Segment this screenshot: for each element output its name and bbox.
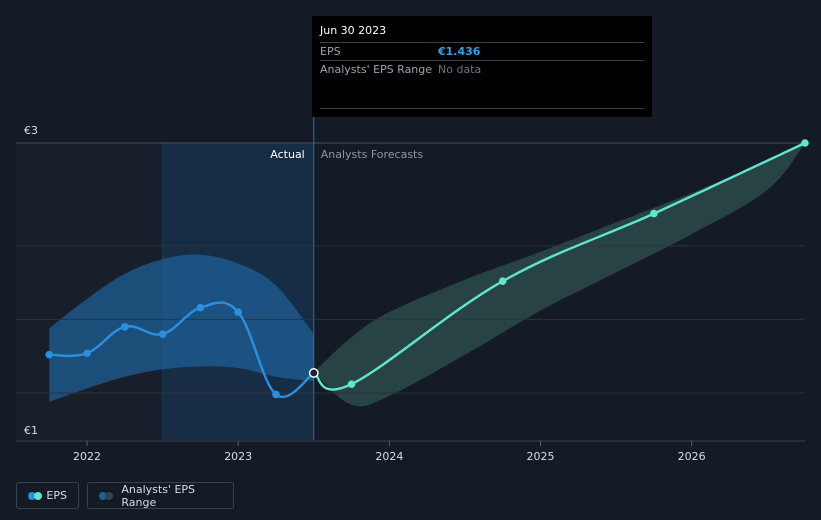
x-tick-label: 2026 xyxy=(678,450,706,463)
eps-point-forecast xyxy=(347,380,356,388)
tooltip-row-eps: EPS €1.436 xyxy=(320,42,644,60)
eps-point-actual xyxy=(234,308,242,316)
range-band-actual xyxy=(49,254,314,402)
eps-point-actual xyxy=(121,322,129,331)
eps-point-forecast xyxy=(801,139,809,147)
tooltip-divider xyxy=(320,108,644,109)
eps-point-forecast xyxy=(498,277,507,286)
legend-eps-icon xyxy=(28,491,42,501)
range-band-forecast xyxy=(313,143,805,407)
forecast-label: Analysts Forecasts xyxy=(321,148,424,161)
legend-range-label: Analysts' EPS Range xyxy=(121,482,196,509)
eps-point-forecast xyxy=(650,209,658,218)
tooltip-eps-label: EPS xyxy=(320,45,341,58)
legend-range-toggle[interactable]: Analysts' EPS Range xyxy=(87,482,234,509)
eps-point-actual xyxy=(196,303,205,312)
eps-point-actual xyxy=(83,349,91,358)
chart-tooltip: Jun 30 2023 EPS €1.436 Analysts' EPS Ran… xyxy=(312,16,652,117)
y-tick-label: €1 xyxy=(24,424,38,437)
tooltip-range-label: Analysts' EPS Range xyxy=(320,63,433,76)
x-tick-label: 2025 xyxy=(526,450,554,463)
x-tick-label: 2023 xyxy=(224,450,252,463)
x-tick-label: 2024 xyxy=(375,450,403,463)
x-tick-label: 2022 xyxy=(73,450,101,463)
eps-point-actual xyxy=(272,390,280,399)
y-tick-label: €3 xyxy=(24,124,38,137)
eps-point-actual xyxy=(45,350,54,359)
legend-eps-label: EPS xyxy=(46,489,67,502)
eps-point-highlighted xyxy=(308,368,319,378)
tooltip-date: Jun 30 2023 xyxy=(320,24,387,37)
tooltip-range-value: No data xyxy=(438,63,482,76)
legend-range-icon xyxy=(99,491,113,501)
eps-point-actual xyxy=(158,330,167,338)
actual-label: Actual xyxy=(270,148,304,161)
eps-line-actual xyxy=(48,301,315,398)
tooltip-row-range: Analysts' EPS Range No data xyxy=(320,60,644,78)
eps-line-forecast xyxy=(312,141,807,391)
tooltip-eps-value: €1.436 xyxy=(438,45,481,58)
legend-eps-toggle[interactable]: EPS xyxy=(16,482,79,509)
